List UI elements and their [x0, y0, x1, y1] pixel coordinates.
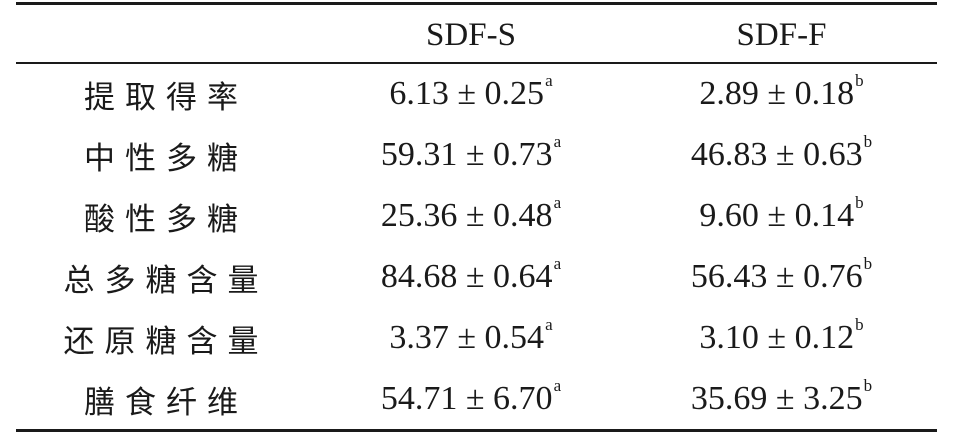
sdf-f-value: 2.89 ± 0.18 b: [699, 71, 864, 112]
significance-letter: b: [863, 376, 873, 395]
significance-letter: b: [855, 71, 864, 90]
sdf-s-value: 54.71 ± 6.70 a: [380, 376, 562, 417]
significance-letter: a: [553, 132, 562, 151]
table-row: 酸性多糖 25.36 ± 0.48 a 9.60 ± 0.14 b: [16, 186, 937, 246]
table-header-row: SDF-S SDF-F: [16, 5, 937, 65]
table-row: 中性多糖 59.31 ± 0.73 a 46.83 ± 0.63 b: [16, 125, 937, 185]
table-row: 总多糖含量 84.68 ± 0.64 a 56.43 ± 0.76 b: [16, 247, 937, 307]
row-label: 提取得率: [84, 79, 248, 116]
row-label: 还原糖含量: [63, 323, 269, 360]
sdf-f-value: 35.69 ± 3.25 b: [690, 376, 873, 417]
sdf-s-value: 3.37 ± 0.54 a: [389, 315, 553, 356]
table-row: 提取得率 6.13 ± 0.25 a 2.89 ± 0.18 b: [16, 64, 937, 124]
sdf-f-value: 56.43 ± 0.76 b: [690, 254, 873, 295]
table-row: 还原糖含量 3.37 ± 0.54 a 3.10 ± 0.12 b: [16, 308, 937, 368]
table-top-rule: [16, 2, 937, 5]
table-row: 膳食纤维 54.71 ± 6.70 a 35.69 ± 3.25 b: [16, 369, 937, 429]
significance-letter: b: [863, 132, 873, 151]
significance-letter: a: [553, 376, 562, 395]
sdf-s-value: 6.13 ± 0.25 a: [389, 71, 553, 112]
header-cell-sdf-s: SDF-S: [426, 16, 516, 53]
significance-letter: a: [545, 71, 553, 90]
significance-letter: b: [855, 315, 864, 334]
data-table: SDF-S SDF-F 提取得率 6.13 ± 0.25 a 2.89 ± 0.1…: [16, 0, 937, 439]
row-label: 酸性多糖: [84, 201, 248, 238]
header-cell-empty: [16, 5, 316, 65]
table-header-rule: [16, 62, 937, 64]
sdf-f-value: 9.60 ± 0.14 b: [699, 193, 864, 234]
header-cell-sdf-f: SDF-F: [736, 16, 827, 53]
sdf-s-value: 25.36 ± 0.48 a: [380, 193, 562, 234]
sdf-f-value: 3.10 ± 0.12 b: [699, 315, 864, 356]
table-bottom-rule: [16, 429, 937, 432]
sdf-f-value: 46.83 ± 0.63 b: [690, 132, 873, 173]
significance-letter: a: [553, 193, 562, 212]
significance-letter: b: [855, 193, 864, 212]
significance-letter: a: [545, 315, 553, 334]
significance-letter: b: [863, 254, 873, 273]
row-label: 中性多糖: [84, 140, 248, 177]
row-label: 膳食纤维: [84, 384, 248, 421]
row-label: 总多糖含量: [63, 262, 269, 299]
sdf-s-value: 84.68 ± 0.64 a: [380, 254, 562, 295]
significance-letter: a: [553, 254, 562, 273]
sdf-s-value: 59.31 ± 0.73 a: [380, 132, 562, 173]
